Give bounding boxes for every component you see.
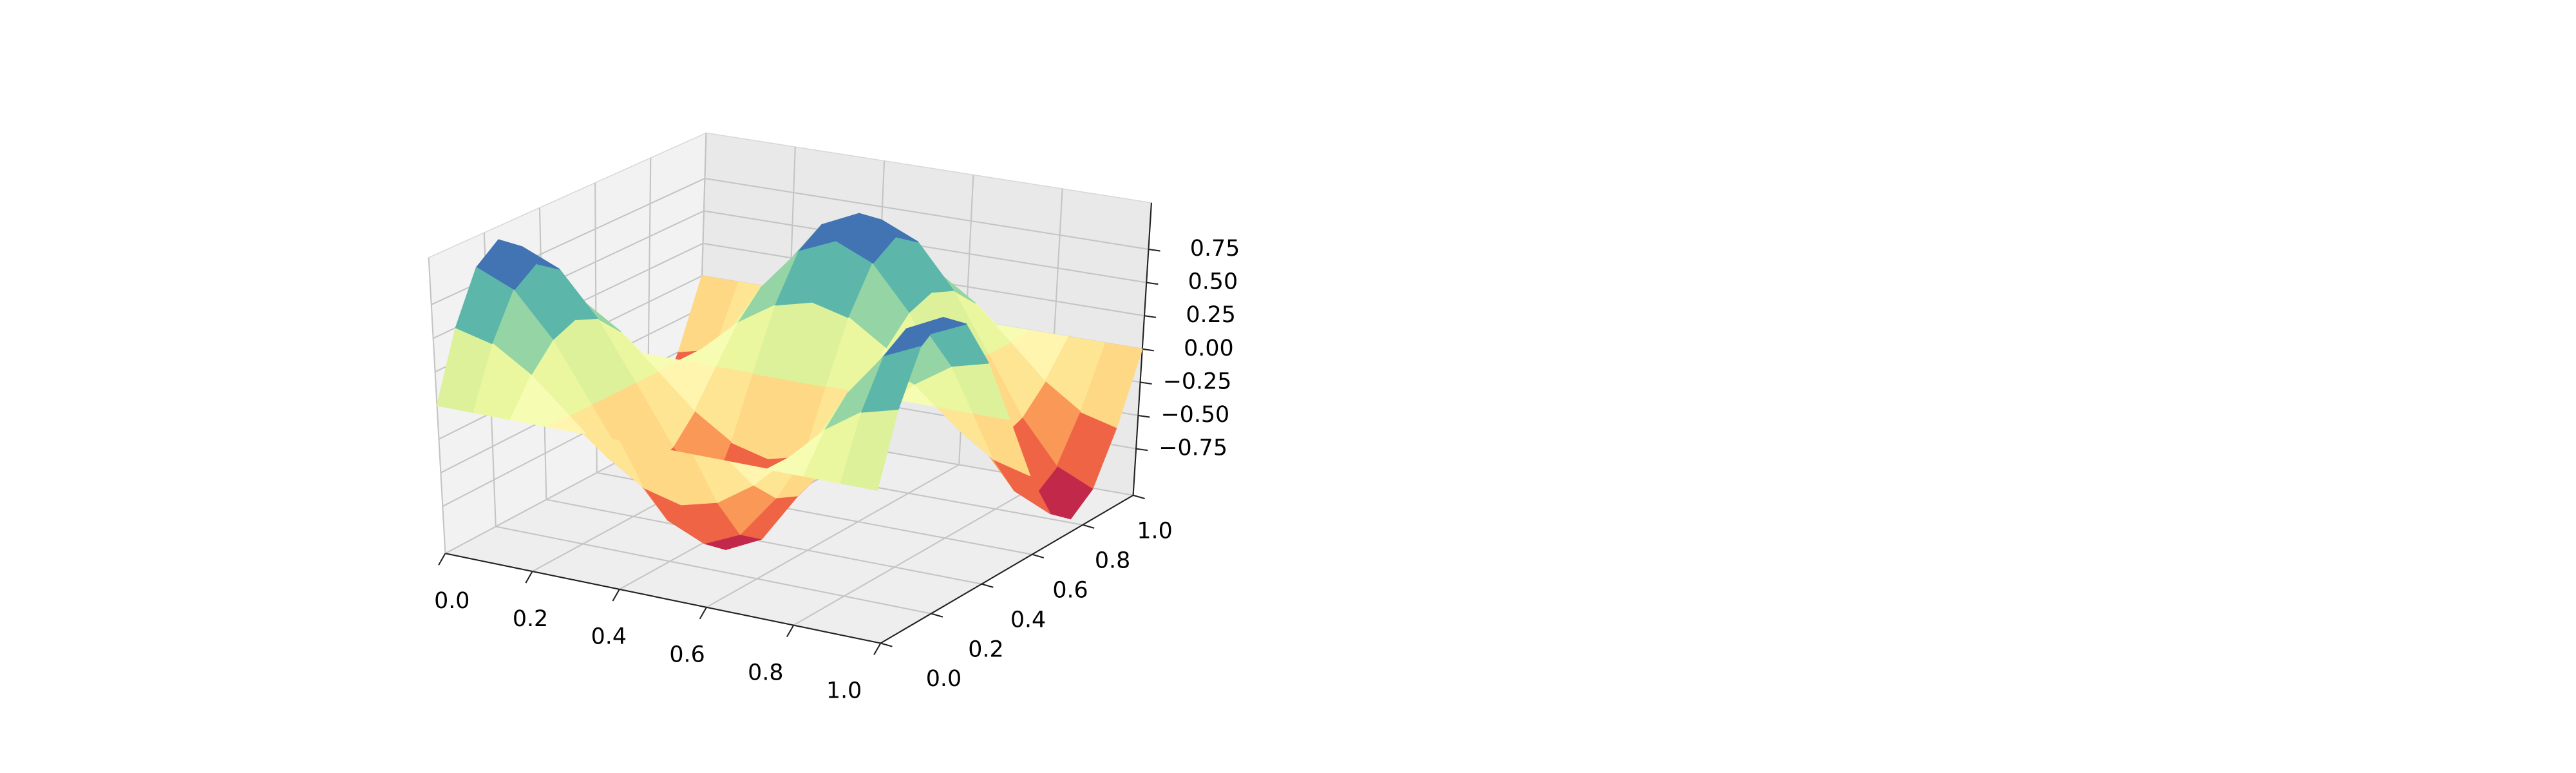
x-tick-label: 1.0 [826,678,862,703]
plot-area: 0.00.20.40.60.81.0 0.00.20.40.60.81.0−0.7… [428,132,1240,703]
z-tick [1146,282,1159,285]
z-tick-label: −0.50 [1161,402,1230,428]
y-tick-label: 0.2 [968,636,1003,662]
x-tick [612,589,620,602]
z-tick [1138,414,1150,418]
z-tick-label: 0.00 [1184,336,1234,361]
y-tick [1032,553,1045,558]
y-tick [880,642,893,647]
z-tick [1140,381,1152,385]
x-tick-label: 0.6 [669,642,705,668]
y-tick [981,583,994,588]
z-tick-label: −0.75 [1159,435,1227,461]
y-axis [880,494,1134,644]
grid-line [705,177,1149,251]
z-tick-label: 0.50 [1188,269,1238,295]
z-tick-label: −0.25 [1163,368,1232,394]
x-axis [445,553,881,644]
grid-line [546,499,982,585]
grid-line [706,464,960,608]
y-tick [1133,494,1145,499]
surface-face [1080,342,1143,428]
x-tick-label: 0.8 [748,660,783,685]
y-tick-label: 0.0 [926,666,961,692]
y-tick [931,613,943,618]
z-tick-label: 0.25 [1186,302,1236,328]
y-tick-label: 0.6 [1052,577,1088,603]
z-tick-label: 0.75 [1190,236,1240,262]
z-tick [1148,248,1160,252]
y-tick-label: 0.4 [1010,607,1046,633]
grid-line [703,210,1147,283]
z-tick [1142,348,1154,352]
x-tick-label: 0.0 [434,588,469,614]
x-tick [525,571,533,584]
x-tick [699,607,707,620]
x-tick [873,642,882,656]
grid-line [495,526,932,615]
x-tick-label: 0.2 [513,606,548,632]
x-tick [786,625,795,638]
y-tick-label: 0.8 [1095,548,1130,574]
surface-face [861,346,922,413]
x-tick-label: 0.4 [591,624,627,650]
y-tick [1082,524,1095,529]
z-tick [1135,448,1148,452]
grid-line [793,479,1046,626]
x-tick [438,553,446,566]
z-tick [1144,315,1157,318]
y-tick-label: 1.0 [1137,519,1172,544]
